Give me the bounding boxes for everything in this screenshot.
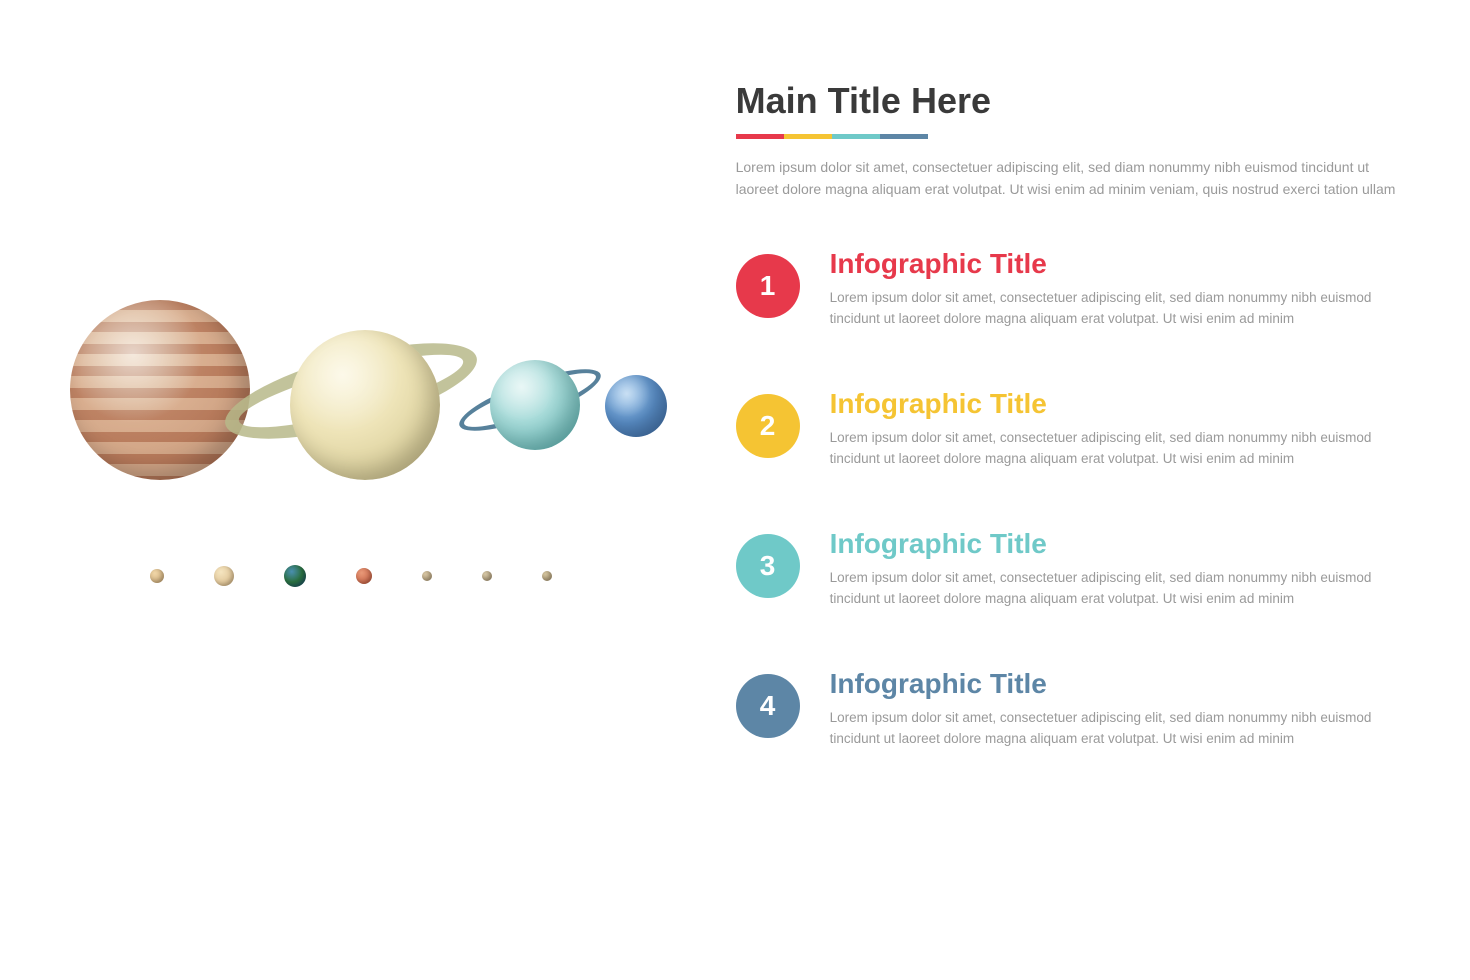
jupiter-icon bbox=[70, 300, 250, 480]
item-content: Infographic Title Lorem ipsum dolor sit a… bbox=[830, 668, 1410, 750]
item-title: Infographic Title bbox=[830, 668, 1410, 700]
content-panel: Main Title Here Lorem ipsum dolor sit am… bbox=[706, 0, 1470, 980]
item-description: Lorem ipsum dolor sit amet, consectetuer… bbox=[830, 428, 1410, 470]
item-title: Infographic Title bbox=[830, 388, 1410, 420]
pluto-icon bbox=[482, 571, 492, 581]
item-title: Infographic Title bbox=[830, 248, 1410, 280]
item-number-badge: 1 bbox=[736, 254, 800, 318]
underline-segment bbox=[880, 134, 928, 139]
infographic-container: Main Title Here Lorem ipsum dolor sit am… bbox=[0, 0, 1470, 980]
mars-icon bbox=[356, 568, 372, 584]
uranus-icon bbox=[490, 360, 580, 450]
intro-text: Lorem ipsum dolor sit amet, consectetuer… bbox=[736, 157, 1410, 200]
venus-icon bbox=[214, 566, 234, 586]
main-title: Main Title Here bbox=[736, 80, 1410, 122]
item-description: Lorem ipsum dolor sit amet, consectetuer… bbox=[830, 288, 1410, 330]
earth-icon bbox=[284, 565, 306, 587]
neptune-icon bbox=[605, 375, 667, 437]
underline-segment bbox=[736, 134, 784, 139]
item-content: Infographic Title Lorem ipsum dolor sit a… bbox=[830, 388, 1410, 470]
ceres-icon bbox=[422, 571, 432, 581]
item-content: Infographic Title Lorem ipsum dolor sit a… bbox=[830, 248, 1410, 330]
underline-segment bbox=[832, 134, 880, 139]
items-list: 1 Infographic Title Lorem ipsum dolor sit … bbox=[736, 248, 1410, 749]
item-number-badge: 2 bbox=[736, 394, 800, 458]
planets-panel bbox=[0, 0, 706, 980]
list-item: 1 Infographic Title Lorem ipsum dolor sit … bbox=[736, 248, 1410, 330]
item-title: Infographic Title bbox=[830, 528, 1410, 560]
saturn-icon bbox=[290, 330, 440, 480]
list-item: 3 Infographic Title Lorem ipsum dolor sit … bbox=[736, 528, 1410, 610]
item-content: Infographic Title Lorem ipsum dolor sit a… bbox=[830, 528, 1410, 610]
item-number-badge: 3 bbox=[736, 534, 800, 598]
big-planets-row bbox=[60, 300, 680, 500]
item-description: Lorem ipsum dolor sit amet, consectetuer… bbox=[830, 708, 1410, 750]
small-planets-row bbox=[150, 565, 552, 587]
item-number-badge: 4 bbox=[736, 674, 800, 738]
item-description: Lorem ipsum dolor sit amet, consectetuer… bbox=[830, 568, 1410, 610]
underline-segment bbox=[784, 134, 832, 139]
list-item: 4 Infographic Title Lorem ipsum dolor sit … bbox=[736, 668, 1410, 750]
list-item: 2 Infographic Title Lorem ipsum dolor sit … bbox=[736, 388, 1410, 470]
mercury-icon bbox=[150, 569, 164, 583]
eris-icon bbox=[542, 571, 552, 581]
title-underline bbox=[736, 134, 1410, 139]
